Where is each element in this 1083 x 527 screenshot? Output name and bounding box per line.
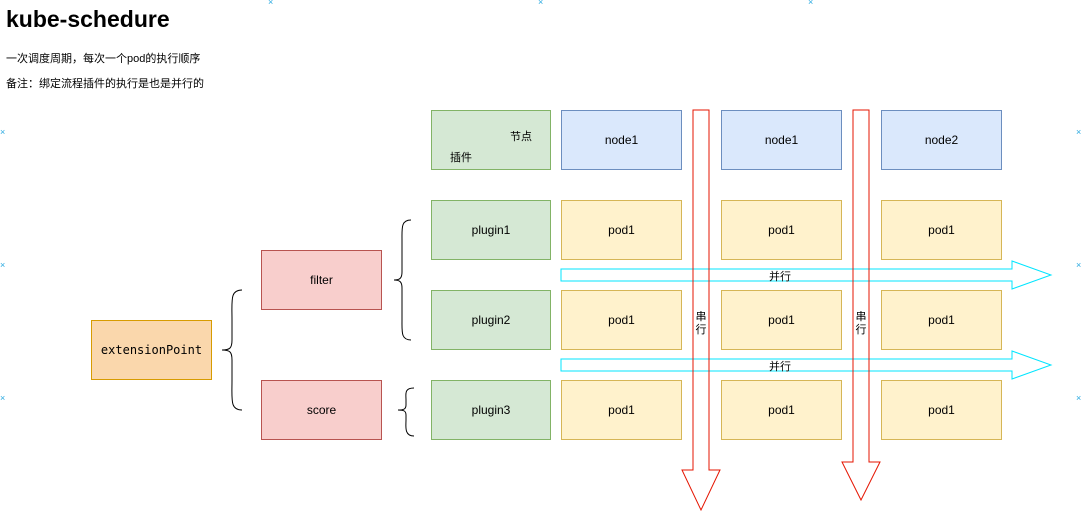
- score-brace: [397, 387, 415, 437]
- plugin-2: plugin2: [431, 290, 551, 350]
- pod-cell: pod1: [721, 380, 842, 440]
- node-header-1: node1: [561, 110, 682, 170]
- node-header-2: node1: [721, 110, 842, 170]
- subtitle-cycle: 一次调度周期，每次一个pod的执行顺序: [6, 53, 201, 65]
- header-plugins-label: 插件: [450, 152, 472, 164]
- subtitle-note: 备注：绑定流程插件的执行是也是并行的: [6, 78, 204, 90]
- extension-point: extensionPoint: [91, 320, 212, 380]
- pod-cell: pod1: [721, 200, 842, 260]
- pod-cell: pod1: [881, 380, 1002, 440]
- page-title: kube-schedure: [6, 6, 170, 32]
- canvas-marker-icon: ×: [0, 393, 6, 403]
- extension-brace: [221, 289, 243, 411]
- pod-cell: pod1: [561, 290, 682, 350]
- parallel-arrow-1: [560, 260, 1053, 290]
- pod-cell: pod1: [561, 380, 682, 440]
- score-stage: score: [261, 380, 382, 440]
- canvas-marker-icon: ×: [1076, 260, 1082, 270]
- pod-cell: pod1: [881, 200, 1002, 260]
- canvas-marker-icon: ×: [1076, 127, 1082, 137]
- canvas-marker-icon: ×: [0, 127, 6, 137]
- serial-arrow-2: [841, 109, 881, 502]
- plugin-1: plugin1: [431, 200, 551, 260]
- filter-stage: filter: [261, 250, 382, 310]
- parallel-label-2: 并行: [769, 361, 791, 373]
- filter-brace: [393, 219, 412, 341]
- canvas-marker-icon: ×: [1076, 393, 1082, 403]
- serial-label-1: 串行: [694, 311, 708, 337]
- pod-cell: pod1: [721, 290, 842, 350]
- header-nodes-label: 节点: [510, 131, 532, 143]
- parallel-arrow-2: [560, 350, 1053, 380]
- serial-arrow-1: [681, 109, 721, 512]
- node-header-3: node2: [881, 110, 1002, 170]
- canvas-marker-icon: ×: [268, 0, 274, 7]
- serial-label-2: 串行: [854, 311, 868, 337]
- canvas-marker-icon: ×: [538, 0, 544, 7]
- plugin-3: plugin3: [431, 380, 551, 440]
- parallel-label-1: 并行: [769, 271, 791, 283]
- pod-cell: pod1: [561, 200, 682, 260]
- canvas-marker-icon: ×: [0, 260, 6, 270]
- header-cell: 节点 插件: [431, 110, 551, 170]
- pod-cell: pod1: [881, 290, 1002, 350]
- canvas-marker-icon: ×: [808, 0, 814, 7]
